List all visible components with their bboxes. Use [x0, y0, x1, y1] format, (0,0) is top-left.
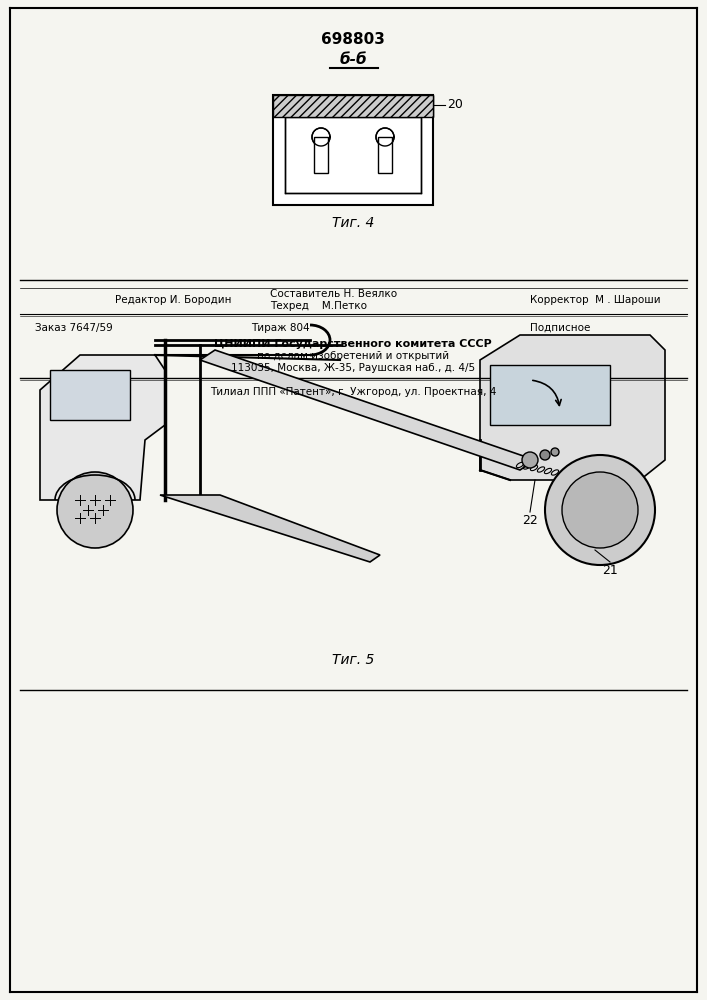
Bar: [273, 95, 433, 205]
Text: 698803: 698803: [321, 32, 385, 47]
Circle shape: [57, 472, 133, 548]
Polygon shape: [480, 335, 665, 480]
Text: 113035, Москва, Ж-35, Раушская наб., д. 4/5: 113035, Москва, Ж-35, Раушская наб., д. …: [231, 363, 475, 373]
Bar: [490, 365, 610, 425]
Text: Корректор  М . Шароши: Корректор М . Шароши: [530, 295, 660, 305]
Text: Тираж 804: Тираж 804: [251, 323, 309, 333]
Circle shape: [376, 128, 394, 146]
Bar: [273, 95, 433, 117]
Bar: [50, 370, 130, 420]
Circle shape: [540, 450, 550, 460]
Bar: [273, 95, 433, 117]
Bar: [285, 117, 421, 193]
Circle shape: [312, 128, 330, 146]
Text: Τиг. 4: Τиг. 4: [332, 216, 374, 230]
Text: по делам изобретений и открытий: по делам изобретений и открытий: [257, 351, 449, 361]
Polygon shape: [160, 495, 380, 562]
Bar: [314, 137, 328, 173]
Circle shape: [551, 448, 559, 456]
Text: 21: 21: [602, 564, 618, 576]
Text: Подписное: Подписное: [530, 323, 590, 333]
Text: Заказ 7647/59: Заказ 7647/59: [35, 323, 112, 333]
Text: 20: 20: [447, 99, 463, 111]
Circle shape: [545, 455, 655, 565]
Polygon shape: [40, 355, 165, 500]
Text: 22: 22: [522, 514, 538, 526]
Text: Составитель Н. Веялко: Составитель Н. Веялко: [270, 289, 397, 299]
Circle shape: [522, 452, 538, 468]
Text: Τилиал ППП «Патент», г. Ужгород, ул. Проектная, 4: Τилиал ППП «Патент», г. Ужгород, ул. Про…: [210, 387, 496, 397]
Text: б-б: б-б: [339, 52, 367, 68]
Text: Τиг. 5: Τиг. 5: [332, 653, 374, 667]
Bar: [378, 137, 392, 173]
Circle shape: [562, 472, 638, 548]
Text: Редактор И. Бородин: Редактор И. Бородин: [115, 295, 231, 305]
Polygon shape: [200, 350, 535, 470]
Text: Техред    М.Петко: Техред М.Петко: [270, 301, 367, 311]
Text: ЦНИИПИ Государственного комитета СССР: ЦНИИПИ Государственного комитета СССР: [214, 339, 492, 349]
